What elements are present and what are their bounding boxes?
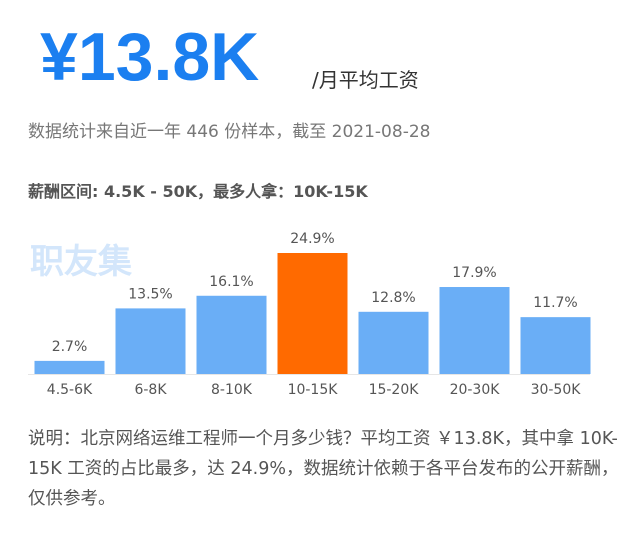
bar (520, 317, 591, 374)
note: 说明：北京网络运维工程师一个月多少钱？平均工资 ￥13.8K，其中拿 10K-1… (28, 429, 619, 509)
chart: 4.5-6K 2.7% 6-8K 13.5% 8-10K 16.1% 10-15K 24.9%… (28, 231, 591, 398)
value-label: 24.9% (290, 231, 334, 247)
x-tick-label: 10-15K (288, 382, 339, 398)
bar (196, 295, 267, 374)
value-label: 13.5% (128, 286, 172, 302)
x-tick-label: 15-20K (369, 382, 420, 398)
bar (439, 287, 510, 374)
x-tick-label: 30-50K (531, 382, 582, 398)
bar (115, 308, 186, 374)
value-label: 16.1% (209, 274, 253, 290)
bar (358, 311, 429, 374)
price: ¥13.8K (40, 19, 260, 95)
value-label: 2.7% (52, 339, 88, 355)
x-tick-label: 4.5-6K (47, 382, 93, 398)
bar (277, 253, 348, 374)
x-tick-label: 20-30K (450, 382, 501, 398)
salary-range: 薪酬区间: 4.5K - 50K，最多人拿：10K-15K (28, 182, 368, 201)
watermark: 职友集 (30, 242, 132, 282)
x-tick-label: 8-10K (211, 382, 253, 398)
bar (34, 360, 105, 374)
value-label: 17.9% (452, 265, 496, 281)
source: 数据统计来自近一年 446 份样本，截至 2021-08-28 (28, 122, 431, 142)
x-tick-label: 6-8K (134, 382, 167, 398)
value-label: 12.8% (371, 290, 415, 306)
price-unit: /月平均工资 (312, 68, 419, 92)
value-label: 11.7% (533, 295, 577, 311)
